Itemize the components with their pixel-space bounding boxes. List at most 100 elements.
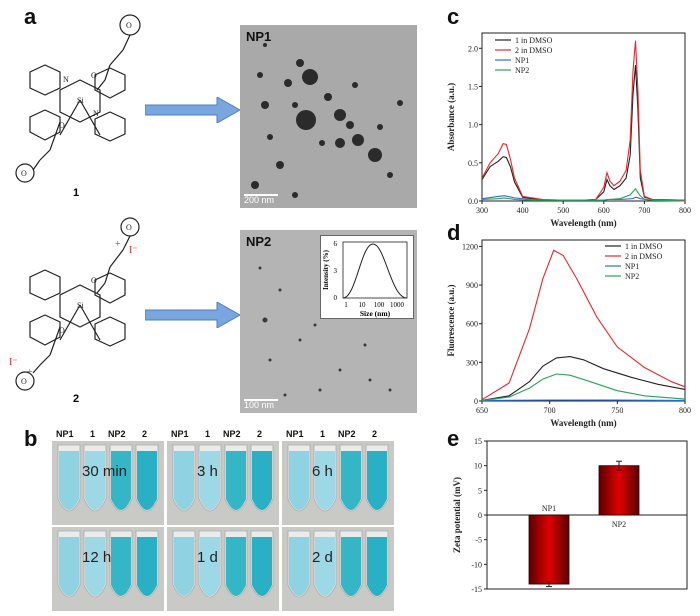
absorbance-chart: 300 400 500 600 700 800 0.0 0.5 1.0 1.5 2.0 Wavelen…: [446, 32, 691, 228]
tem-label-np1: NP1: [246, 29, 272, 44]
time-label: 1 d: [197, 549, 218, 566]
tube-liquid: [367, 537, 387, 596]
tube-liquid: [252, 451, 272, 510]
svg-text:+: +: [27, 367, 33, 378]
inset-ytick-6: 6: [334, 240, 338, 248]
tube-header-label: NP2: [338, 429, 356, 439]
y-tick-label: -5: [475, 536, 482, 545]
tem-image-np1: NP1 200 nm: [240, 25, 417, 208]
inset-xtick-100: 100: [374, 301, 385, 309]
tube-liquid: [367, 451, 387, 510]
tube-liquid: [289, 537, 309, 596]
tube-liquid: [315, 451, 335, 510]
inset-ytick-3: 3: [334, 267, 338, 275]
tube-liquid: [111, 537, 131, 596]
tube-liquid: [174, 451, 194, 510]
arrow-to-np1: [145, 97, 241, 123]
svg-text:Si: Si: [77, 301, 84, 310]
y-tick-label: 1200: [462, 242, 478, 251]
legend-label: NP1: [515, 56, 529, 65]
time-label: 12 h: [82, 549, 112, 566]
tube-photo-drawing: [172, 530, 274, 598]
arrow-to-np2: [145, 302, 241, 328]
bar-np1: [528, 514, 570, 585]
legend-label: NP1: [625, 262, 639, 271]
y-tick-label: 2.0: [468, 44, 478, 53]
time-label: 30 min: [82, 463, 128, 480]
tube-liquid: [59, 451, 79, 510]
tube-liquid: [226, 451, 246, 510]
y-tick-label: 0.0: [468, 197, 478, 206]
x-tick-label: 700: [544, 406, 556, 415]
legend-label: NP2: [515, 66, 529, 75]
series-line-2-in-dmso: [481, 249, 686, 401]
svg-text:O: O: [91, 276, 97, 285]
y-tick-label: 900: [466, 281, 478, 290]
x-tick-label: 750: [611, 406, 623, 415]
y-tick-label: 10: [474, 462, 482, 471]
tube-liquid: [111, 451, 131, 510]
panel-label-c: c: [447, 4, 460, 29]
tube-photo: 2 d: [282, 527, 394, 611]
bar-label-np1: NP1: [542, 504, 556, 513]
svg-text:I⁻: I⁻: [129, 245, 138, 256]
plot-frame: [481, 239, 686, 402]
size-distribution-inset: 0 3 6 1 10 100 1000 Size (nm) Intensity …: [320, 235, 414, 319]
y-tick-label: -15: [471, 585, 482, 594]
legend-label: 2 in DMSO: [515, 46, 553, 55]
svg-text:N: N: [93, 109, 99, 118]
tube-photo: 6 h: [282, 441, 394, 525]
inset-xlabel: Size (nm): [360, 309, 391, 318]
series-line-2-in-dmso: [481, 40, 686, 201]
svg-text:O: O: [21, 169, 27, 178]
svg-text:O: O: [126, 223, 132, 232]
inset-xtick-10: 10: [359, 301, 367, 309]
series-line-np2: [481, 373, 686, 402]
tube-liquid: [315, 537, 335, 596]
inset-xtick-1: 1: [344, 301, 348, 309]
svg-text:O: O: [59, 326, 65, 335]
tube-photo-drawing: [287, 444, 389, 512]
tube-photo-drawing: [287, 530, 389, 598]
inset-plot: 0 3 6 1 10 100 1000 Size (nm) Intensity …: [322, 240, 408, 318]
y-tick-label: 600: [466, 320, 478, 329]
tube-photo: 30 min: [52, 441, 164, 525]
tube-header-label: NP2: [223, 429, 241, 439]
y-tick-label: 0: [474, 397, 478, 406]
tube-liquid: [59, 537, 79, 596]
tube-photo: 12 h: [52, 527, 164, 611]
tube-liquid: [226, 537, 246, 596]
tube-liquid: [174, 537, 194, 596]
tube-photo: 3 h: [167, 441, 279, 525]
tube-photo-drawing: [57, 444, 159, 512]
tube-liquid: [85, 451, 105, 510]
y-tick-label: -10: [471, 560, 482, 569]
x-tick-label: 700: [638, 206, 650, 215]
tem-np1-particles: [251, 43, 403, 198]
x-tick-label: 650: [476, 406, 488, 415]
scale-bar: [244, 399, 278, 401]
panel-label-b: b: [24, 426, 38, 451]
x-axis-label: Wavelength (nm): [550, 418, 616, 428]
x-tick-label: 800: [679, 406, 691, 415]
x-tick-label: 300: [476, 206, 488, 215]
legend-label: 1 in DMSO: [625, 242, 663, 251]
tube-photo: 1 d: [167, 527, 279, 611]
svg-text:N: N: [63, 75, 69, 84]
x-axis-label: Wavelength (nm): [550, 218, 616, 228]
tube-header-label: NP1: [286, 429, 304, 439]
tube-photo-drawing: [172, 444, 274, 512]
time-label: 3 h: [197, 463, 218, 480]
y-tick-label: 0.5: [468, 159, 478, 168]
x-tick-label: 800: [679, 206, 691, 215]
y-tick-label: 0: [478, 511, 482, 520]
tube-liquid: [252, 537, 272, 596]
panel-label-a: a: [24, 4, 37, 29]
svg-text:O: O: [21, 377, 27, 386]
time-label: 6 h: [312, 463, 333, 480]
svg-text:O: O: [59, 121, 65, 130]
tube-liquid: [200, 537, 220, 596]
molecule-structure-1: Si O O O O N N: [15, 14, 141, 183]
y-tick-label: 1.0: [468, 121, 478, 130]
tem-image-np2: NP2 100 nm 0 3 6 1 10 100 1000 Size (nm)…: [240, 230, 417, 413]
